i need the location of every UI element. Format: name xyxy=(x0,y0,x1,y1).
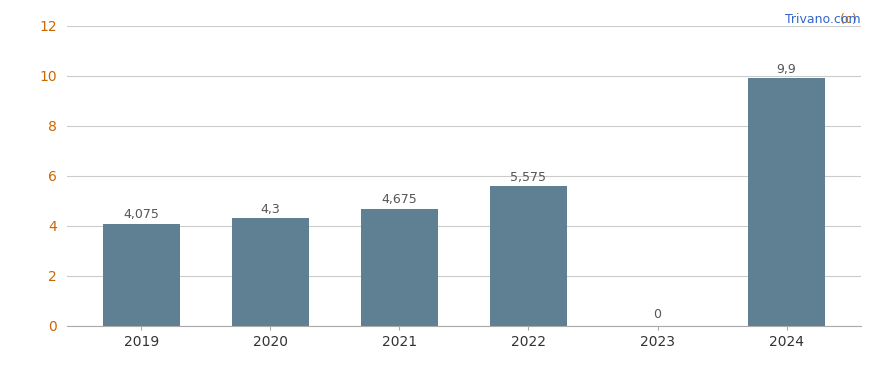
Text: 0: 0 xyxy=(654,308,662,321)
Text: 4,3: 4,3 xyxy=(260,203,281,216)
Bar xyxy=(361,209,438,326)
Text: 5,575: 5,575 xyxy=(511,171,546,184)
Text: (c): (c) xyxy=(840,13,860,26)
Text: 4,075: 4,075 xyxy=(123,208,159,221)
Bar xyxy=(748,78,825,326)
Bar xyxy=(232,218,309,326)
Text: 9,9: 9,9 xyxy=(777,63,797,76)
Text: 4,675: 4,675 xyxy=(382,194,417,206)
Bar xyxy=(103,224,180,326)
Text: Trivano.com: Trivano.com xyxy=(769,13,860,26)
Bar xyxy=(490,186,567,326)
